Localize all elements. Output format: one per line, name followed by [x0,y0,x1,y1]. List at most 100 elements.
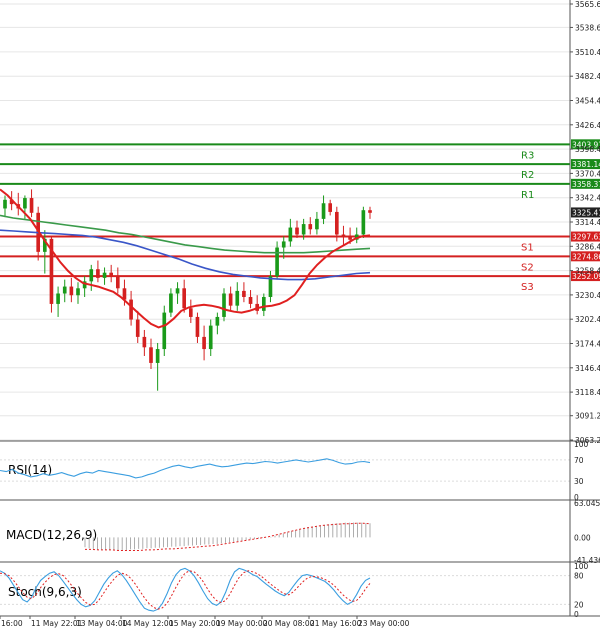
candle-body [42,238,47,252]
stoch-tick-label: 100 [574,562,589,571]
candle-body [188,308,193,317]
candle-body [182,288,187,309]
candle-body [242,290,246,297]
level-tag-s2 [571,251,600,262]
level-tag-s3 [571,271,600,282]
ma-green-line [0,214,371,254]
stoch-label: Stoch(9,6,3) [8,585,82,599]
y-tick-label: 3146.40 [575,364,600,373]
x-tick-label: 23 May 00:00 [358,619,410,628]
y-tick-label: 3342.40 [575,194,600,203]
candle-body [23,198,27,209]
y-tick-label: 3454.40 [575,97,600,106]
y-tick-label: 3314.40 [575,218,600,227]
candle-body [268,276,273,297]
macd-tick-label: -41.436 [574,556,600,565]
level-tag-r2 [571,159,600,170]
stoch-tick-label: 0 [574,610,579,619]
pivot-levels: R3 3403.91 R2 3381.14 R1 3358.37 S1 3297.63 S2 32… [0,139,600,293]
y-tick-label: 3230.40 [575,291,600,300]
level-name-r1: R1 [521,190,534,201]
y-tick-label: 3370.40 [575,169,600,178]
candle-body [235,290,240,306]
candle-body [202,336,206,350]
y-tick-label: 3510.40 [575,48,600,57]
candle-body [82,281,87,289]
level-name-r2: R2 [521,170,534,181]
x-tick-label: 21 May 16:00 [310,619,362,628]
candle-body [275,247,279,277]
candle-body [288,227,293,242]
candle-body [195,316,200,337]
level-name-s1: S1 [521,243,534,254]
ma-red-line [0,188,371,329]
x-tick-label: 13 May 04:00 [76,619,128,628]
stoch-tick-label: 20 [574,600,584,609]
candle-body [281,241,286,248]
candle-body [149,347,153,363]
level-name-s2: S2 [521,262,534,273]
candle-body [155,349,160,363]
candle-body [308,224,313,230]
candle-body [175,288,180,294]
candle-body [135,319,140,337]
moving-averages [0,188,371,329]
candle-body [295,227,299,235]
rsi-tick-label: 100 [574,440,589,449]
y-tick-label: 3202.40 [575,315,600,324]
y-tick-label: 3482.40 [575,72,600,81]
candle-body [341,234,346,237]
x-tick-label: 15 May 20:00 [169,619,221,628]
candle-body [328,203,333,212]
candle-body [162,312,167,350]
ma-blue-line [0,229,371,281]
candle-body [261,296,266,311]
candle-body [348,236,352,240]
level-tag-r3 [571,139,600,150]
candle-body [96,269,100,278]
macd-label: MACD(12,26,9) [6,528,97,542]
y-tick-label: 3258.40 [575,267,600,276]
candle-body [76,288,80,296]
level-name-r3: R3 [521,150,534,161]
y-tick-label: 3174.40 [575,339,600,348]
rsi-tick-label: 30 [574,477,584,486]
candle-body [115,276,120,289]
y-tick-label: 3286.40 [575,242,600,251]
level-value-s2: 3274.86 [572,252,600,261]
candle-body [3,199,7,209]
candle-body [228,293,233,306]
level-value-r1: 3358.37 [572,180,600,189]
level-name-s3: S3 [521,282,534,293]
candle-body [208,325,213,350]
y-tick-label: 3118.40 [575,388,600,397]
level-tag-s1 [571,231,600,242]
y-tick-label: 3091.20 [575,412,600,421]
rsi-tick-label: 70 [574,456,584,465]
current-price-label: 3325.41 [572,208,600,217]
x-tick-label: 11 May 22:01 [31,619,83,628]
y-tick-label: 3398.40 [575,145,600,154]
stoch-tick-label: 80 [574,572,584,581]
candle-body [301,224,306,235]
rsi-tick-label: 0 [574,493,579,502]
y-tick-label: 3538.60 [575,23,600,32]
rsi-panel: RSI(14) 100 70 30 0 [0,440,589,502]
level-tag-r1 [571,178,600,189]
level-value-r3: 3403.91 [572,140,600,149]
candle-body [368,210,372,213]
x-tick-label: 20 May 08:00 [263,619,315,628]
candle-body [315,218,319,230]
candle-body [129,299,133,320]
candles [3,189,372,391]
rsi-line [0,458,371,479]
candle-body [248,296,253,304]
candle-body [361,210,366,235]
candle-body [215,316,220,326]
candle-body [49,238,54,304]
candle-body [56,293,60,304]
rsi-label: RSI(14) [8,463,52,477]
candle-body [62,286,67,294]
